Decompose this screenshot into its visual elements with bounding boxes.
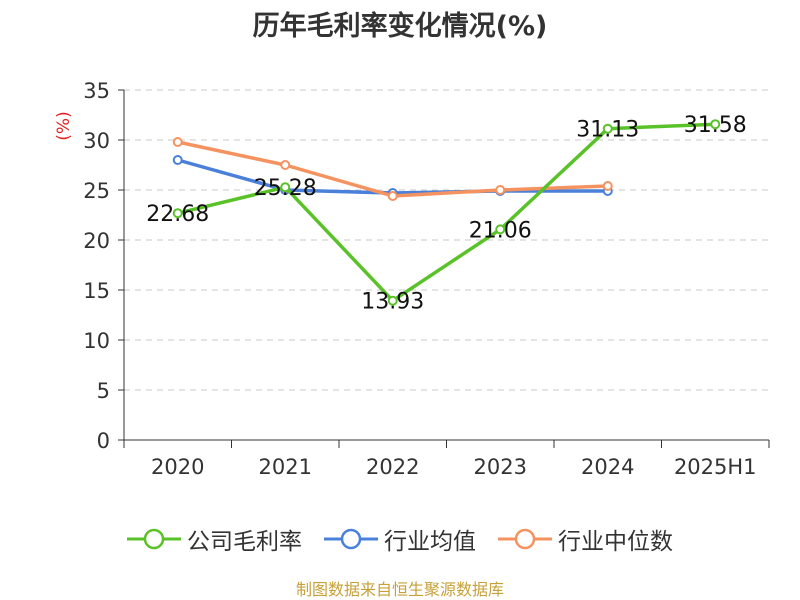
x-tick-label: 2022 — [366, 455, 419, 479]
data-point — [602, 181, 613, 191]
legend-circle — [340, 528, 362, 550]
legend-marker-icon — [498, 528, 552, 550]
y-tick-label: 20 — [83, 229, 110, 253]
legend-circle — [514, 528, 536, 550]
legend-label: 行业中位数 — [558, 529, 673, 555]
chart-title: 历年毛利率变化情况(%) — [252, 11, 548, 42]
legend-marker-icon — [324, 528, 378, 550]
data-point — [280, 182, 291, 193]
axes: 0 5 10 15 20 25 30 35 2020 2021 2022 2023 2024 2025H1 — [83, 79, 770, 479]
data-point — [387, 295, 398, 306]
legend-label: 行业均值 — [384, 529, 476, 555]
grid-lines — [124, 89, 769, 391]
source-footer: 制图数据来自恒生聚源数据库 — [295, 580, 504, 599]
y-axis-label: (%) — [54, 111, 74, 140]
data-point — [495, 224, 506, 235]
data-label: 21.06 — [469, 218, 532, 243]
series-lines — [172, 119, 721, 306]
data-label: 13.93 — [361, 290, 424, 315]
legend-item[interactable]: 公司毛利率 — [127, 522, 302, 556]
data-point — [172, 155, 183, 165]
x-tick-label: 2021 — [259, 455, 312, 479]
y-tick-label: 0 — [97, 429, 110, 453]
x-tick-label: 2024 — [581, 455, 634, 479]
legend: 公司毛利率 行业均值 行业中位数 — [0, 522, 800, 556]
legend-marker-icon — [127, 528, 181, 550]
legend-item[interactable]: 行业均值 — [324, 522, 476, 556]
y-tick-label: 30 — [83, 129, 110, 153]
series-line — [177, 122, 716, 303]
data-label: 31.13 — [576, 118, 639, 143]
legend-circle — [143, 528, 165, 550]
legend-item[interactable]: 行业中位数 — [498, 522, 673, 556]
x-tick-label: 2020 — [151, 455, 204, 479]
data-labels: 22.68 25.28 13.93 21.06 31.13 31.58 — [146, 113, 746, 315]
data-label: 25.28 — [254, 176, 317, 201]
data-point — [387, 191, 398, 201]
y-tick-label: 35 — [83, 79, 110, 103]
legend-label: 公司毛利率 — [187, 529, 302, 555]
y-tick-label: 10 — [83, 329, 110, 353]
data-point — [280, 160, 291, 170]
y-tick-label: 25 — [83, 179, 110, 203]
y-tick-label: 15 — [83, 279, 110, 303]
x-tick-label: 2025H1 — [674, 455, 757, 479]
data-point — [710, 119, 721, 130]
data-point — [172, 208, 183, 219]
data-point — [172, 137, 183, 147]
data-point — [495, 185, 506, 195]
data-label: 22.68 — [146, 202, 209, 227]
data-label: 31.58 — [684, 113, 747, 138]
data-point — [602, 123, 613, 134]
y-tick-label: 5 — [97, 379, 110, 403]
x-tick-label: 2023 — [474, 455, 527, 479]
